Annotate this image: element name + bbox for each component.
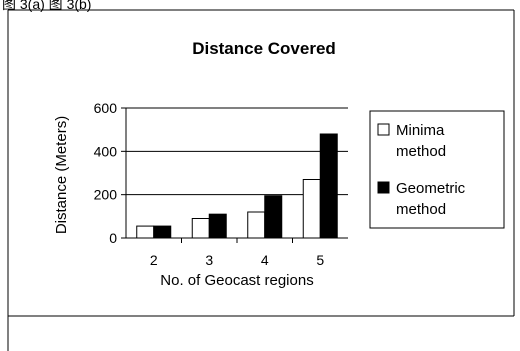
top-caption: 图 3(a) 图 3(b) bbox=[2, 0, 91, 12]
bar-geometric-4 bbox=[264, 195, 283, 239]
legend-swatch-geometric bbox=[377, 181, 390, 194]
legend-label-minima: Minima bbox=[396, 122, 445, 139]
legend: Minima method Geometric method bbox=[369, 110, 505, 229]
x-tick-label: 5 bbox=[316, 252, 324, 268]
chart-title: Distance Covered bbox=[192, 39, 336, 58]
y-tick-label: 400 bbox=[94, 143, 118, 159]
y-tick-label: 200 bbox=[94, 187, 118, 203]
y-ticks: 0 200 400 600 bbox=[94, 100, 126, 246]
y-tick-label: 0 bbox=[109, 230, 117, 246]
legend-label-geometric: Geometric bbox=[396, 180, 466, 197]
x-tick-label: 4 bbox=[261, 252, 269, 268]
bar-geometric-3 bbox=[208, 213, 227, 239]
x-tick-label: 2 bbox=[150, 252, 158, 268]
bars bbox=[136, 133, 338, 239]
y-tick-label: 600 bbox=[94, 100, 118, 116]
bar-minima-2 bbox=[136, 225, 155, 239]
legend-swatch-minima bbox=[377, 123, 390, 136]
y-axis-label: Distance (Meters) bbox=[53, 116, 70, 234]
bar-geometric-2 bbox=[153, 225, 172, 239]
x-tick-label: 3 bbox=[205, 252, 213, 268]
legend-box bbox=[369, 110, 505, 229]
x-axis-label: No. of Geocast regions bbox=[160, 272, 313, 289]
x-ticks: 2 3 4 5 bbox=[150, 238, 324, 268]
bar-minima-4 bbox=[247, 211, 266, 239]
bar-minima-5 bbox=[302, 179, 321, 239]
bar-minima-3 bbox=[191, 218, 210, 239]
legend-label-minima: method bbox=[396, 143, 446, 160]
bar-geometric-5 bbox=[319, 133, 338, 239]
legend-label-geometric: method bbox=[396, 201, 446, 218]
